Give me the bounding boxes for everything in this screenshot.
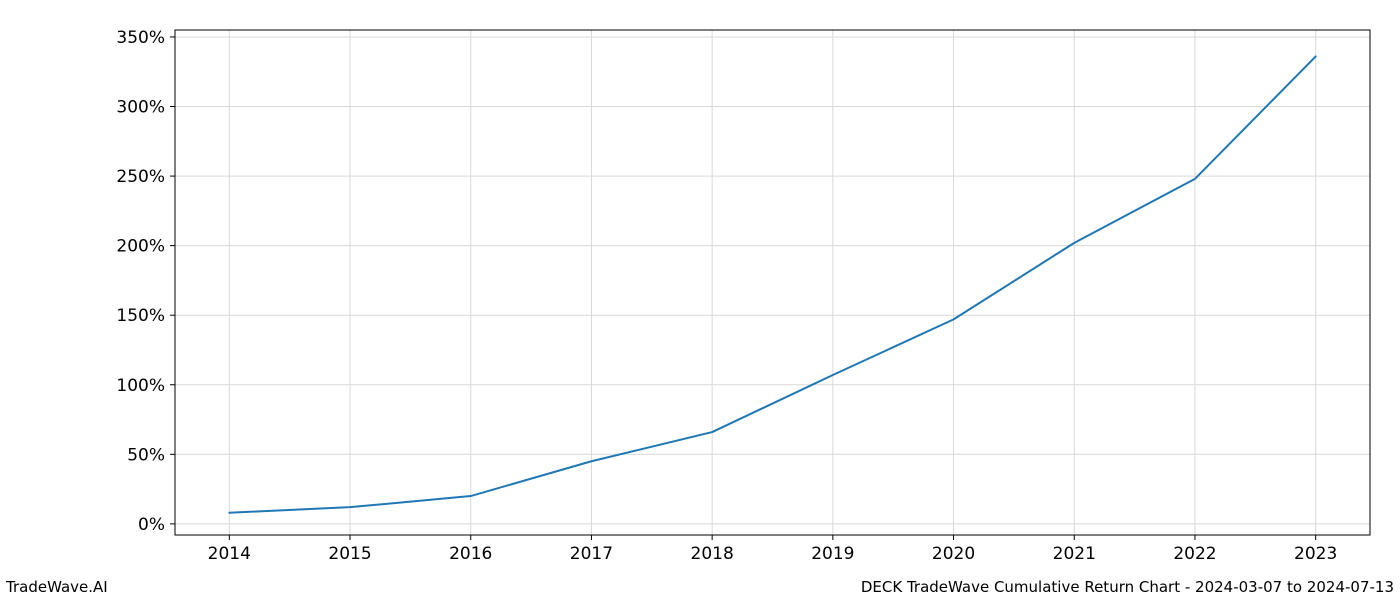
y-tick-label: 350%: [116, 28, 165, 48]
y-tick-label: 300%: [116, 98, 165, 118]
y-tick-label: 200%: [116, 237, 165, 257]
y-tick-label: 100%: [116, 376, 165, 396]
y-tick-label: 150%: [116, 306, 165, 326]
line-chart: 2014 2015 2016 2017 2018 2019 2020 2021 2022 2023…: [0, 0, 1400, 600]
y-tick-label: 0%: [138, 515, 165, 535]
y-tick-label: 250%: [116, 167, 165, 187]
x-tick-label: 2017: [570, 544, 613, 564]
footer-brand: TradeWave.AI: [6, 578, 108, 596]
x-tick-label: 2022: [1173, 544, 1216, 564]
x-tick-label: 2018: [691, 544, 734, 564]
y-tick-label: 50%: [127, 445, 165, 465]
chart-container: 2014 2015 2016 2017 2018 2019 2020 2021 2022 2023…: [0, 0, 1400, 600]
x-tick-label: 2021: [1053, 544, 1096, 564]
footer-caption: DECK TradeWave Cumulative Return Chart -…: [861, 578, 1394, 596]
x-tick-label: 2014: [208, 544, 251, 564]
x-tick-label: 2016: [449, 544, 492, 564]
x-tick-label: 2015: [328, 544, 371, 564]
x-tick-label: 2023: [1294, 544, 1337, 564]
x-tick-label: 2020: [932, 544, 975, 564]
chart-background: [0, 0, 1400, 600]
x-tick-label: 2019: [811, 544, 854, 564]
